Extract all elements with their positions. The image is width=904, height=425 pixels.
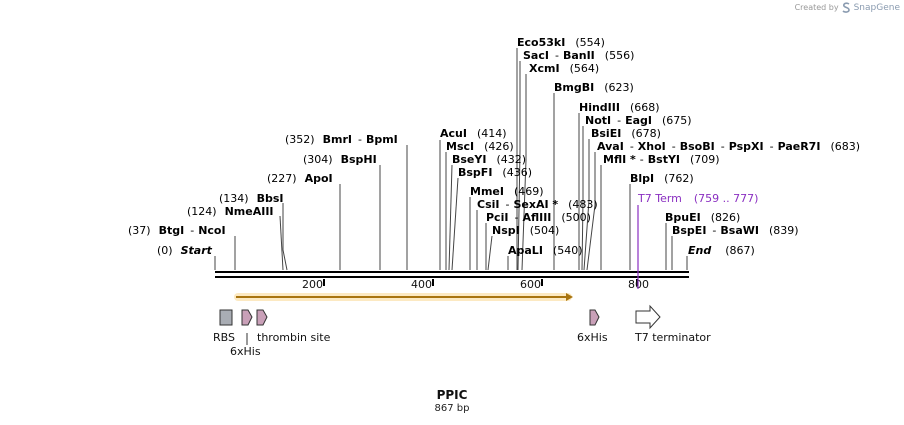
leader-nmeaiii (279, 215, 284, 271)
6xhis-label-2: 6xHis (577, 331, 608, 344)
leader-bseyi (448, 164, 453, 271)
site-label-bpuei[interactable]: BpuEI (826) (665, 211, 740, 224)
site-label-bsiei[interactable]: BsiEI (678) (591, 127, 661, 140)
plasmid-map: 200 400 600 800 (128, 36, 860, 358)
leader-bsiei (583, 139, 590, 271)
site-label-pcii[interactable]: PciI - AflIII (500) (486, 211, 591, 224)
leader-nspi (487, 235, 493, 271)
snapgene-logo-icon (842, 2, 850, 13)
orf-arrowhead-icon (566, 293, 573, 301)
t7-term-label[interactable]: T7 Term (759 .. 777) (637, 192, 758, 205)
6xhis-feature-1[interactable] (241, 309, 253, 326)
site-label-saci[interactable]: SacI - BanII (556) (523, 49, 634, 62)
rbs-label: RBS (213, 331, 235, 344)
ruler-label-200: 200 (302, 278, 323, 291)
thrombin-site-label: thrombin site (257, 331, 331, 344)
site-label-bseyi[interactable]: BseYI (432) (452, 153, 526, 166)
site-label-csii[interactable]: CsiI - SexAI * (483) (477, 198, 598, 211)
site-label-msci[interactable]: MscI (426) (446, 140, 514, 153)
rbs-feature[interactable] (219, 309, 233, 326)
site-label-apoi[interactable]: (227) ApoI (267, 172, 333, 185)
site-label-mmei[interactable]: MmeI (469) (470, 185, 544, 198)
leader-avai (586, 152, 596, 271)
site-label-eco53ki[interactable]: Eco53kI (554) (517, 36, 605, 49)
site-label-blpi[interactable]: BlpI (762) (630, 172, 694, 185)
site-label-hindiii[interactable]: HindIII (668) (579, 101, 660, 114)
ruler-label-400: 400 (411, 278, 432, 291)
site-label-nspi[interactable]: NspI (504) (492, 224, 559, 237)
site-leader-lines (214, 48, 688, 271)
snapgene-credit: Created by SnapGene (795, 2, 900, 13)
site-label-noti[interactable]: NotI - EagI (675) (585, 114, 692, 127)
site-label-acui[interactable]: AcuI (414) (440, 127, 507, 140)
site-label-bbsi[interactable]: (134) BbsI (219, 192, 284, 205)
leader-noti (581, 126, 584, 271)
site-label-mfli[interactable]: MflI * - BstYI (709) (603, 153, 720, 166)
plasmid-length: 867 bp (434, 403, 470, 414)
ruler: 200 400 600 800 (302, 278, 649, 291)
t7-terminator-feature[interactable] (635, 304, 661, 330)
site-label-end[interactable]: End (867) (688, 244, 755, 257)
site-label-avai[interactable]: AvaI - XhoI - BsoBI - PspXI - PaeR7I (683) (597, 140, 860, 153)
site-label-bspei[interactable]: BspEI - BsaWI (839) (672, 224, 799, 237)
site-label-xcmi[interactable]: XcmI (564) (529, 62, 599, 75)
site-label-btgi[interactable]: (37) BtgI - NcoI (128, 224, 226, 237)
site-label-start[interactable]: (0) Start (157, 244, 213, 257)
leader-bspfi (451, 177, 459, 271)
6xhis-feature-2[interactable] (589, 309, 600, 326)
site-label-bspfi[interactable]: BspFI (436) (458, 166, 532, 179)
credit-prefix: Created by (794, 3, 839, 12)
site-label-bmgbi[interactable]: BmgBI (623) (554, 81, 634, 94)
plasmid-name: PPIC (436, 388, 468, 402)
thrombin-site-feature[interactable] (256, 309, 268, 326)
site-label-nmeaiii[interactable]: (124) NmeAIII (187, 205, 274, 218)
credit-brand: SnapGene (853, 2, 900, 13)
site-label-bmri[interactable]: (352) BmrI - BpmI (285, 133, 398, 146)
leader-saci (517, 61, 521, 271)
6xhis-label-1: 6xHis (230, 345, 261, 358)
leader-bbsi (282, 203, 288, 271)
site-label-apali[interactable]: ApaLI (540) (508, 244, 583, 257)
t7-terminator-label: T7 terminator (634, 331, 711, 344)
leader-xcmi (521, 74, 527, 271)
site-label-bsphi[interactable]: (304) BspHI (303, 153, 377, 166)
plasmid-title: PPIC 867 bp (0, 388, 904, 414)
ruler-label-600: 600 (520, 278, 541, 291)
